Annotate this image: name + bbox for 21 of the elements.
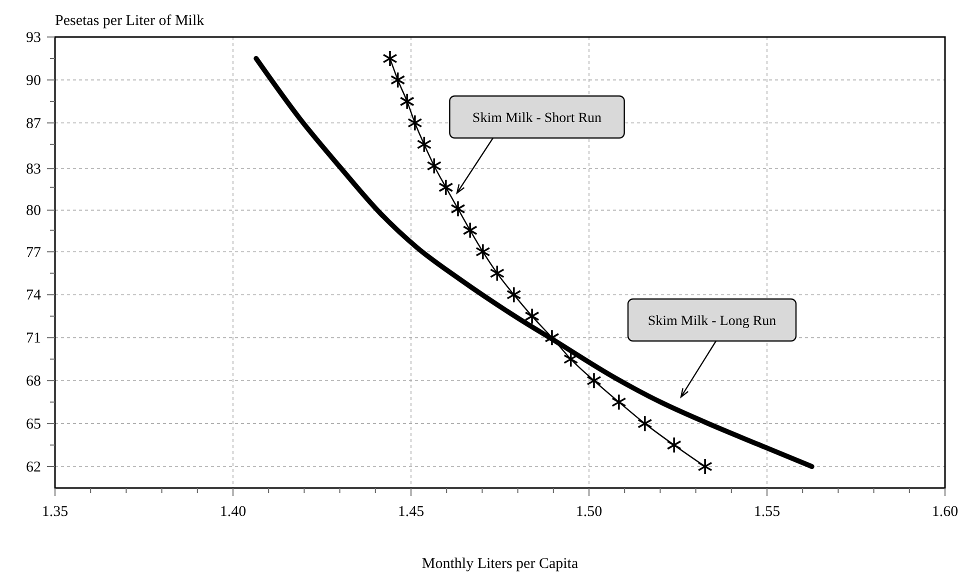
x-tick-label: 1.60 <box>932 504 958 520</box>
y-tick-label: 65 <box>26 416 41 433</box>
y-axis-title: Pesetas per Liter of Milk <box>55 13 205 29</box>
x-axis-title: Monthly Liters per Capita <box>422 556 578 572</box>
x-tick-label: 1.40 <box>220 504 246 520</box>
y-tick-label: 90 <box>26 72 41 89</box>
y-tick-label: 83 <box>26 162 41 178</box>
y-tick-label: 74 <box>26 288 42 304</box>
x-tick-label: 1.35 <box>42 504 68 520</box>
y-tick-label: 62 <box>26 460 41 476</box>
y-tick-label: 77 <box>26 244 42 261</box>
x-tick-label: 1.55 <box>754 504 780 520</box>
annotation: Skim Milk - Long Run <box>648 314 776 329</box>
x-tick-label: 1.50 <box>576 504 602 520</box>
x-tick-label: 1.45 <box>398 504 424 520</box>
y-tick-label: 80 <box>26 203 41 220</box>
y-tick-label: 93 <box>26 30 41 46</box>
y-tick-label: 87 <box>26 116 42 132</box>
annotation: Skim Milk - Short Run <box>472 111 602 126</box>
y-tick-label: 68 <box>26 374 41 390</box>
y-tick-label: 71 <box>26 330 41 347</box>
